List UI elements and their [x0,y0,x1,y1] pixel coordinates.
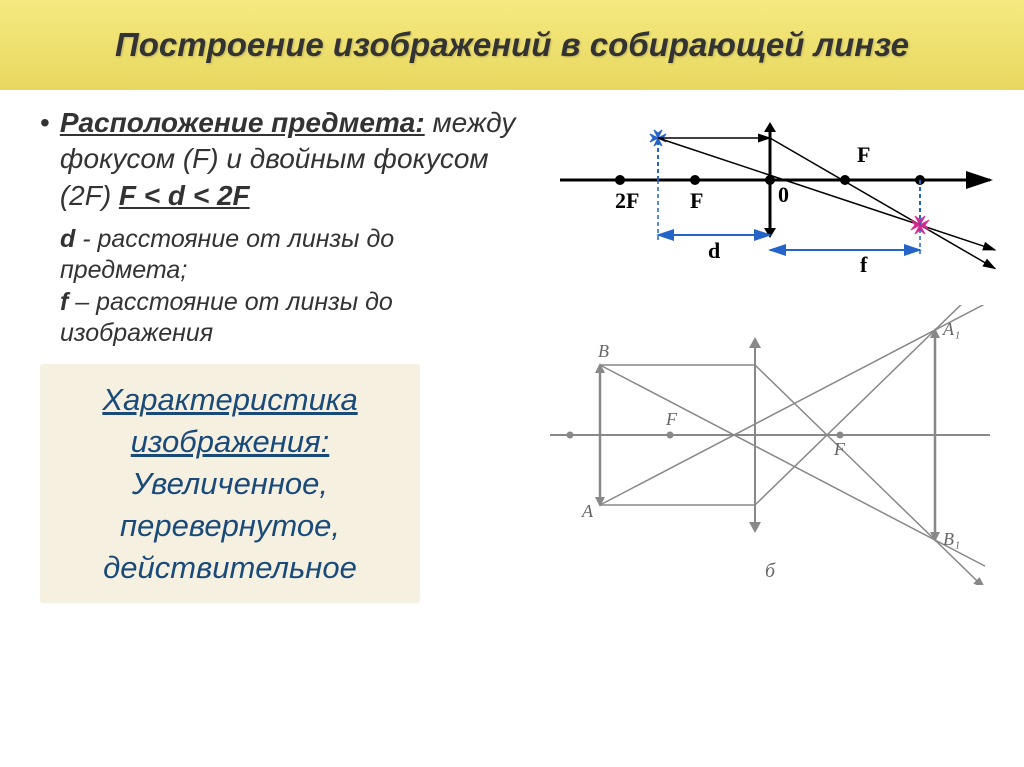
svg-text:F: F [665,409,678,429]
def-d-text: - расстояние от линзы до предмета; [60,225,394,284]
char-text: Увеличенное, перевернутое, действительно… [60,463,400,589]
svg-text:f: f [860,252,868,277]
def-d-label: d [60,225,75,253]
content-area: • Расположение предмета: между фокусом (… [0,90,1024,613]
svg-text:F: F [690,188,703,213]
position-label: Расположение предмета: [60,107,425,138]
svg-text:B: B [598,341,609,361]
definitions-block: d - расстояние от линзы до предмета; f –… [60,224,520,349]
position-block: • Расположение предмета: между фокусом (… [40,105,520,214]
svg-text:б: б [765,560,776,582]
lens-diagram-1: 2F F 0 Fd f [540,110,1000,295]
position-text: Расположение предмета: между фокусом (F)… [60,105,520,214]
bullet-icon: • [40,107,50,214]
def-f-text: – расстояние от линзы до изображения [60,288,393,347]
lens-diagram-2: A B F F A₁ B₁ б [540,305,1000,585]
char-title: Характеристика изображения: [60,379,400,463]
svg-text:F: F [833,439,846,459]
svg-text:0: 0 [778,182,789,207]
svg-text:d: d [708,238,720,263]
title-banner: Построение изображений в собирающей линз… [0,0,1024,90]
svg-text:2F: 2F [615,188,639,213]
svg-text:A: A [581,501,594,521]
svg-text:A₁: A₁ [942,319,960,339]
svg-text:F: F [857,142,870,167]
position-formula: F < d < 2F [119,180,250,211]
svg-text:B₁: B₁ [943,529,960,549]
right-column: 2F F 0 Fd f A B F F A₁ B₁ б [520,105,1004,603]
left-column: • Расположение предмета: между фокусом (… [40,105,520,603]
characteristics-block: Характеристика изображения: Увеличенное,… [40,364,420,603]
page-title: Построение изображений в собирающей линз… [115,26,909,64]
